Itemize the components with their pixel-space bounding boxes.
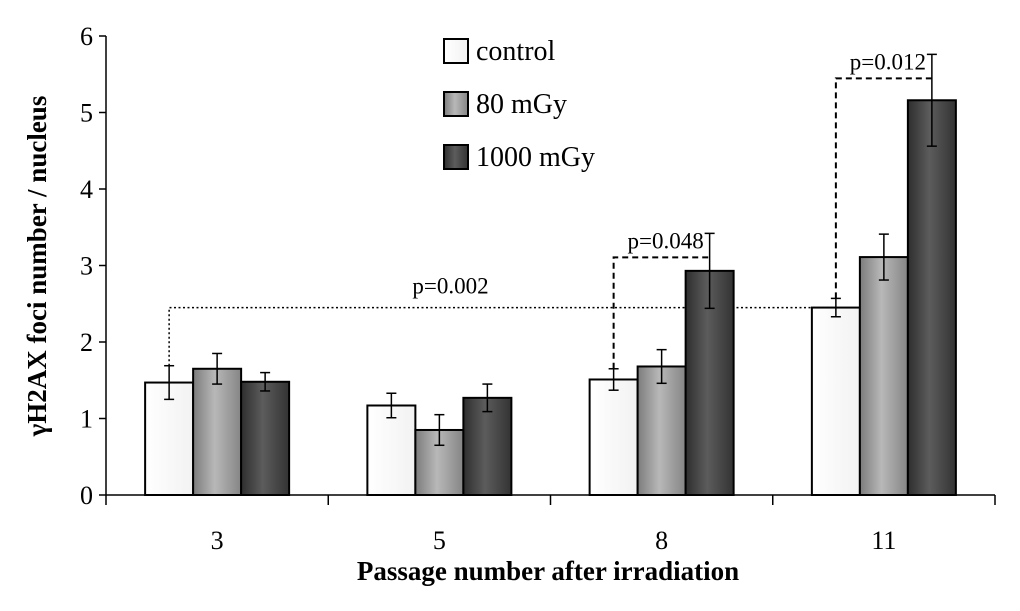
bar bbox=[240, 380, 291, 496]
bars bbox=[144, 53, 957, 497]
y-axis-title: γH2AX foci number / nucleus bbox=[22, 96, 52, 438]
bar bbox=[810, 306, 861, 497]
y-tick-label: 4 bbox=[80, 175, 93, 204]
bar bbox=[858, 256, 909, 496]
y-tick-label: 6 bbox=[80, 22, 93, 51]
bar bbox=[462, 396, 513, 496]
x-tick-label: 5 bbox=[433, 526, 446, 555]
x-tick-label: 8 bbox=[655, 526, 668, 555]
y-tick-label: 2 bbox=[80, 328, 93, 357]
legend-swatch bbox=[443, 144, 469, 170]
legend-label: control bbox=[476, 36, 556, 67]
significance-line bbox=[168, 306, 836, 366]
significance-line bbox=[834, 77, 932, 299]
legend-swatch bbox=[443, 91, 469, 117]
significance-annotations: p=0.002 p=0.048 p=0.012 bbox=[168, 49, 932, 369]
bar bbox=[366, 404, 417, 496]
p-value-label: p=0.012 bbox=[850, 49, 926, 74]
ticks: 0 1 2 3 4 5 6 3 5 8 11 bbox=[80, 22, 996, 555]
p-value-label: p=0.048 bbox=[628, 228, 704, 253]
x-tick-label: 3 bbox=[211, 526, 224, 555]
x-tick-label: 11 bbox=[871, 526, 896, 555]
y-tick-label: 1 bbox=[80, 405, 93, 434]
y-tick-label: 3 bbox=[80, 252, 93, 281]
significance-line bbox=[612, 256, 710, 369]
legend-label: 1000 mGy bbox=[476, 142, 595, 173]
bar bbox=[588, 378, 639, 496]
legend: control 80 mGy 1000 mGy bbox=[443, 36, 595, 173]
p-value-label: p=0.002 bbox=[412, 274, 488, 299]
x-axis-title: Passage number after irradiation bbox=[357, 556, 739, 586]
legend-label: 80 mGy bbox=[476, 89, 567, 120]
y-tick-label: 0 bbox=[80, 481, 93, 510]
bar bbox=[636, 365, 687, 497]
y-tick-label: 5 bbox=[80, 99, 93, 128]
legend-swatch bbox=[443, 38, 469, 64]
bar bbox=[192, 367, 243, 496]
bar bbox=[906, 99, 957, 496]
bar bbox=[144, 381, 195, 497]
